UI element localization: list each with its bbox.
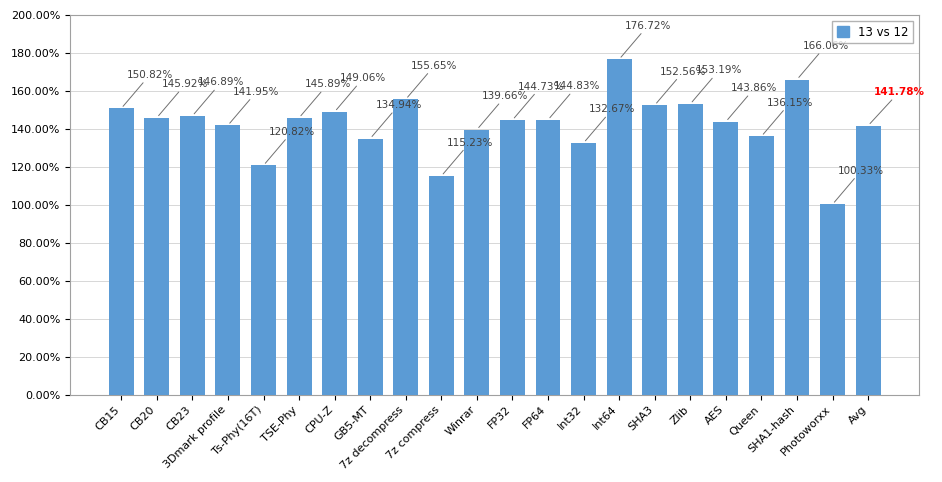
Text: 153.19%: 153.19% bbox=[692, 66, 742, 102]
Bar bbox=[394, 99, 418, 395]
Bar bbox=[713, 121, 739, 395]
Text: 144.73%: 144.73% bbox=[514, 81, 564, 118]
Text: 144.83%: 144.83% bbox=[550, 81, 600, 118]
Bar bbox=[108, 108, 134, 395]
Bar bbox=[252, 165, 276, 395]
Bar bbox=[464, 130, 489, 395]
Bar bbox=[429, 176, 454, 395]
Text: 145.89%: 145.89% bbox=[300, 80, 350, 116]
Text: 139.66%: 139.66% bbox=[479, 91, 528, 128]
Bar bbox=[642, 105, 667, 395]
Bar bbox=[678, 104, 703, 395]
Bar bbox=[820, 204, 845, 395]
Text: 143.86%: 143.86% bbox=[727, 83, 777, 120]
Text: 115.23%: 115.23% bbox=[443, 137, 493, 174]
Text: 149.06%: 149.06% bbox=[336, 73, 386, 110]
Bar bbox=[216, 125, 240, 395]
Text: 141.95%: 141.95% bbox=[230, 87, 280, 123]
Text: 166.06%: 166.06% bbox=[799, 41, 849, 78]
Bar bbox=[785, 80, 809, 395]
Text: 132.67%: 132.67% bbox=[585, 105, 635, 141]
Text: 150.82%: 150.82% bbox=[123, 70, 172, 107]
Text: 176.72%: 176.72% bbox=[621, 21, 671, 57]
Bar bbox=[607, 59, 632, 395]
Text: 134.94%: 134.94% bbox=[372, 100, 422, 136]
Bar bbox=[500, 120, 525, 395]
Legend: 13 vs 12: 13 vs 12 bbox=[832, 21, 914, 43]
Bar bbox=[536, 120, 560, 395]
Bar bbox=[286, 118, 312, 395]
Text: 152.56%: 152.56% bbox=[657, 67, 706, 103]
Bar bbox=[322, 112, 347, 395]
Bar bbox=[749, 136, 774, 395]
Text: 141.78%: 141.78% bbox=[870, 87, 924, 123]
Bar bbox=[571, 143, 596, 395]
Text: 120.82%: 120.82% bbox=[266, 127, 316, 163]
Text: 145.92%: 145.92% bbox=[158, 79, 208, 116]
Text: 146.89%: 146.89% bbox=[194, 78, 244, 114]
Bar bbox=[144, 118, 170, 395]
Bar bbox=[358, 139, 382, 395]
Text: 100.33%: 100.33% bbox=[835, 166, 884, 202]
Bar bbox=[855, 126, 881, 395]
Bar bbox=[180, 116, 204, 395]
Text: 136.15%: 136.15% bbox=[763, 98, 813, 134]
Text: 155.65%: 155.65% bbox=[408, 61, 458, 97]
